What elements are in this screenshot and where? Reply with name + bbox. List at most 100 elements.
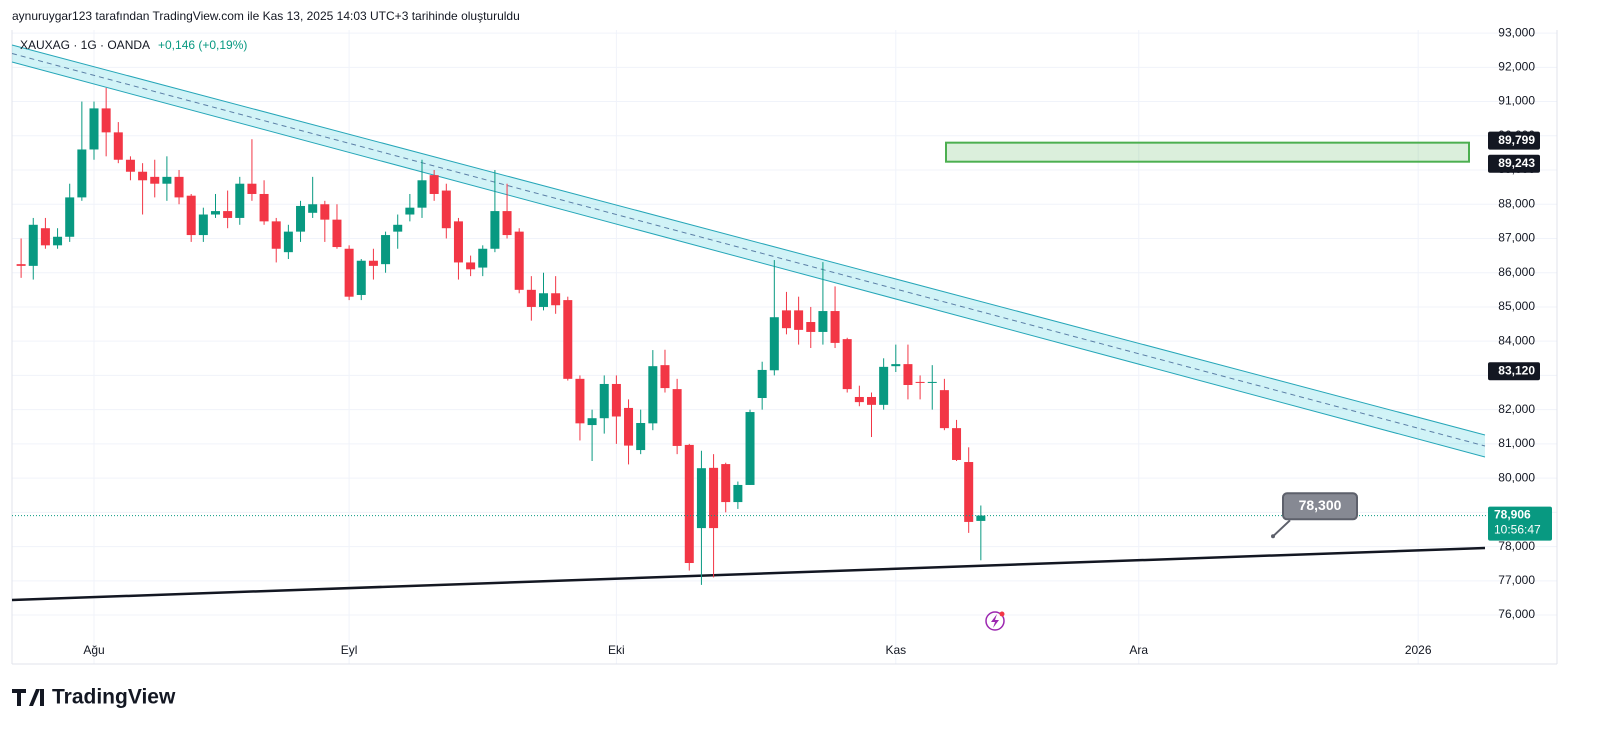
candle-body [320, 204, 330, 220]
y-tick-label: 80,000 [1498, 470, 1535, 484]
brand-logo [12, 689, 44, 706]
candle-body [636, 422, 646, 451]
callout-box [1282, 492, 1358, 521]
candle-body [514, 231, 524, 290]
x-tick-label: Eyl [341, 643, 358, 657]
candle-body [223, 211, 233, 218]
candle-body [879, 366, 889, 405]
y-tick-label: 91,000 [1498, 94, 1535, 108]
candle-body [138, 171, 148, 181]
candle-body [526, 289, 536, 307]
x-tick-label: Ağu [83, 643, 104, 657]
candle-body [381, 235, 391, 265]
candle-body [648, 366, 658, 424]
candle-body [575, 378, 585, 424]
candle-body [854, 396, 864, 403]
channel-fill [12, 45, 1485, 457]
candle-body [672, 389, 682, 446]
candle-body [453, 221, 463, 263]
y-tick-label: 84,000 [1498, 333, 1535, 347]
candle-body [769, 317, 779, 371]
support-line [11, 546, 1486, 602]
price-label-bg [1488, 131, 1540, 150]
candle-body [794, 310, 804, 330]
candle-body [40, 228, 50, 246]
candle-body [490, 211, 500, 249]
y-tick-label: 85,000 [1498, 299, 1535, 313]
candle-body [53, 236, 63, 246]
candle-body [65, 197, 75, 237]
candle-body [28, 224, 38, 266]
candle-body [891, 364, 901, 367]
price-label: 89,799 [1498, 133, 1535, 147]
y-tick-label: 92,000 [1498, 59, 1535, 73]
candle-body [235, 183, 245, 218]
candle-body [16, 264, 26, 266]
candle-body [125, 159, 135, 172]
candle-body [927, 381, 937, 383]
candle-body [599, 383, 609, 419]
candle-body [283, 231, 293, 253]
candle-body [368, 260, 378, 266]
candle-body [939, 390, 949, 429]
candle-body [624, 407, 634, 446]
candle-body [867, 396, 877, 405]
candle-body [684, 444, 694, 564]
event-icon [985, 611, 1005, 631]
candle-body [952, 428, 962, 460]
candles [16, 87, 986, 585]
candle-body [441, 190, 451, 229]
candle-body [830, 311, 840, 343]
x-tick-label: Eki [608, 643, 625, 657]
candle-body [818, 311, 828, 332]
y-tick-label: 86,000 [1498, 265, 1535, 279]
candle-body [332, 219, 342, 248]
candle-body [405, 207, 415, 215]
y-tick-label: 82,000 [1498, 402, 1535, 416]
candle-body [113, 132, 123, 160]
candle-body [551, 293, 561, 306]
candle-body [210, 211, 220, 215]
x-tick-label: Ara [1129, 643, 1148, 657]
candle-body [721, 464, 731, 503]
callout-pointer [1272, 519, 1291, 538]
x-tick-label: Kas [885, 643, 906, 657]
zone [945, 141, 1470, 163]
candle-body [842, 339, 852, 390]
change: +0,146 (+0,19%) [158, 38, 247, 52]
last-price-bg [1488, 506, 1552, 541]
callout-anchor [1271, 534, 1275, 539]
candle-body [976, 515, 986, 521]
candle-body [478, 248, 488, 268]
candle-body [563, 300, 573, 379]
candle-body [806, 322, 816, 332]
candle-body [502, 211, 512, 236]
channel-upper [11, 44, 1486, 436]
symbol: XAUXAG · 1G · OANDA [20, 38, 150, 52]
price-label-bg [1488, 362, 1540, 381]
candle-body [429, 175, 439, 194]
candle-body [915, 381, 925, 383]
candle-body [587, 418, 597, 426]
candle-body [101, 108, 111, 133]
candle-body [77, 149, 87, 198]
candle-body [308, 204, 318, 213]
price-label-bg [1488, 154, 1540, 173]
candle-body [417, 180, 427, 208]
candle-body [186, 195, 196, 236]
candle-body [538, 293, 548, 307]
overlay: 93,00092,00091,00090,00089,00088,00087,0… [12, 25, 1552, 657]
brand: TradingView [52, 686, 176, 709]
y-tick-label: 88,000 [1498, 196, 1535, 210]
candle-body [89, 108, 99, 150]
price-label: 89,243 [1498, 156, 1535, 170]
y-tick-label: 93,000 [1498, 25, 1535, 39]
y-tick-label: 78,000 [1498, 539, 1535, 553]
candle-body [964, 462, 974, 522]
candle-body [696, 468, 706, 529]
candle-body [174, 176, 184, 198]
x-tick-label: 2026 [1405, 643, 1432, 657]
channel-lower [11, 61, 1486, 458]
